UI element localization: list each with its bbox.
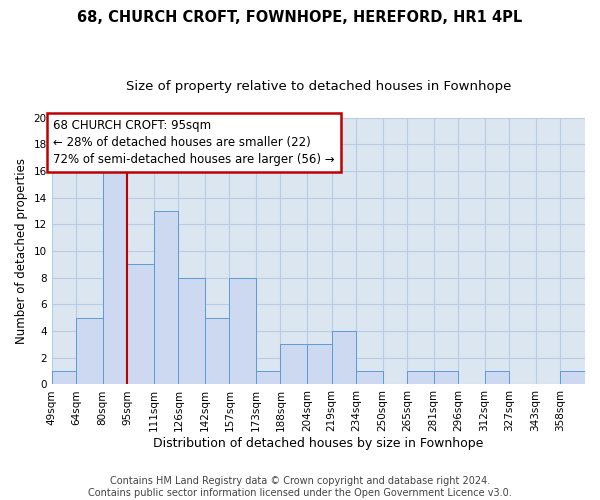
Title: Size of property relative to detached houses in Fownhope: Size of property relative to detached ho…	[125, 80, 511, 93]
Bar	[434, 371, 458, 384]
Bar	[178, 278, 205, 384]
Bar	[127, 264, 154, 384]
Text: 68, CHURCH CROFT, FOWNHOPE, HEREFORD, HR1 4PL: 68, CHURCH CROFT, FOWNHOPE, HEREFORD, HR…	[77, 10, 523, 25]
Bar	[256, 371, 280, 384]
Text: Contains HM Land Registry data © Crown copyright and database right 2024.
Contai: Contains HM Land Registry data © Crown c…	[88, 476, 512, 498]
Text: 68 CHURCH CROFT: 95sqm
← 28% of detached houses are smaller (22)
72% of semi-det: 68 CHURCH CROFT: 95sqm ← 28% of detached…	[53, 119, 335, 166]
Bar	[76, 318, 103, 384]
Bar	[332, 331, 356, 384]
Bar	[103, 158, 127, 384]
Bar	[229, 278, 256, 384]
Bar	[307, 344, 332, 385]
Bar	[407, 371, 434, 384]
Bar	[280, 344, 307, 385]
X-axis label: Distribution of detached houses by size in Fownhope: Distribution of detached houses by size …	[153, 437, 484, 450]
Bar	[154, 211, 178, 384]
Bar	[205, 318, 229, 384]
Bar	[485, 371, 509, 384]
Bar	[560, 371, 585, 384]
Y-axis label: Number of detached properties: Number of detached properties	[15, 158, 28, 344]
Bar	[356, 371, 383, 384]
Bar	[52, 371, 76, 384]
